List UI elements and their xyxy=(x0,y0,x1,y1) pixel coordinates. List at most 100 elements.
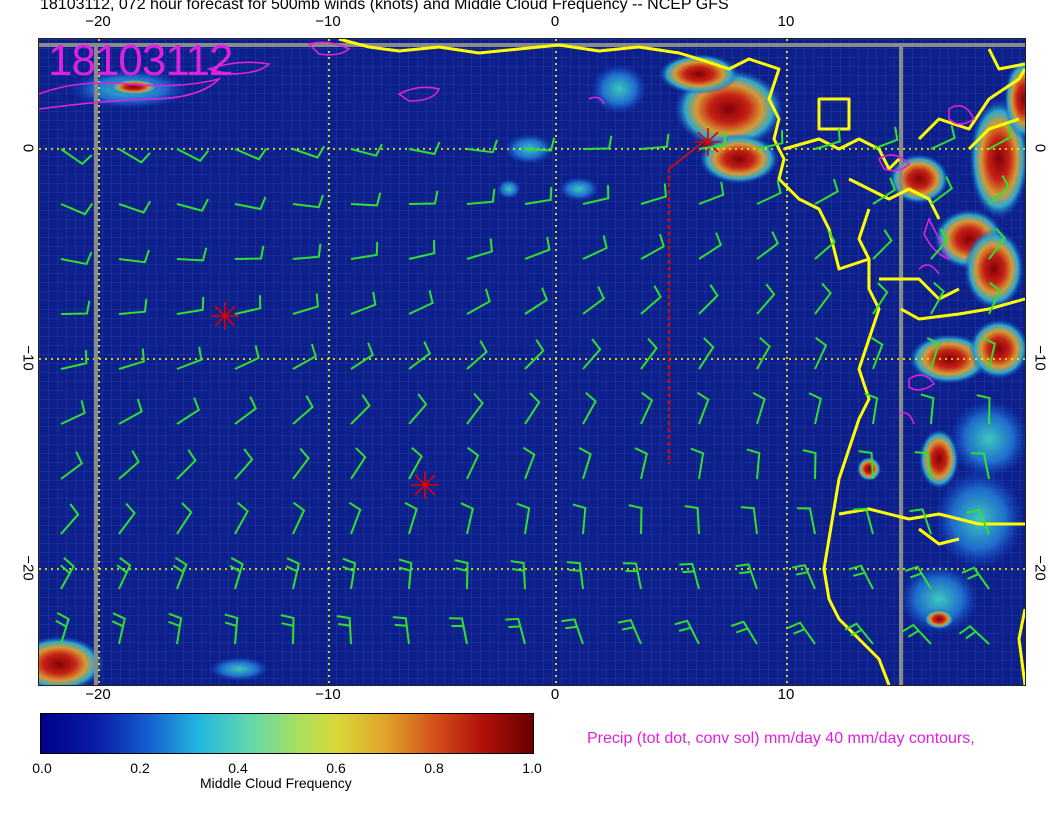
wind-barb-icon xyxy=(408,447,423,480)
wind-barb-icon xyxy=(740,506,758,535)
colorbar-tick: 1.0 xyxy=(522,760,542,776)
wind-barb-icon xyxy=(961,566,990,590)
wind-barb-icon xyxy=(60,503,80,535)
wind-barb-icon xyxy=(229,557,244,590)
wind-barb-icon xyxy=(524,186,553,205)
wind-barb-icon xyxy=(118,298,148,315)
wind-barb-icon xyxy=(914,451,932,480)
wind-barb-icon xyxy=(224,613,239,645)
wind-barb-icon xyxy=(735,563,758,590)
wind-barb-icon xyxy=(901,623,932,645)
lon-tick-top-0: 0 xyxy=(550,13,560,30)
wind-barb-icon xyxy=(392,616,410,645)
wind-barb-icon xyxy=(802,449,817,480)
wind-barb-icon xyxy=(698,181,725,205)
wind-barb-icon xyxy=(796,507,816,535)
wind-barb-icon xyxy=(814,282,832,315)
wind-barbs xyxy=(55,123,1013,645)
wind-barb-icon xyxy=(756,337,771,370)
wind-barb-icon xyxy=(292,293,319,315)
wind-barb-icon xyxy=(350,291,377,315)
wind-barb-icon xyxy=(350,394,371,425)
wind-barb-icon xyxy=(622,562,642,590)
wind-barb-icon xyxy=(756,231,780,260)
lon-tick-bottom-0: 0 xyxy=(550,686,560,703)
wind-barb-icon xyxy=(292,194,324,209)
wind-barb-icon xyxy=(408,393,428,425)
wind-barb-icon xyxy=(640,183,667,205)
wind-barb-icon xyxy=(814,230,836,260)
lon-tick-bottom-e10: 10 xyxy=(777,686,795,703)
wind-barb-icon xyxy=(342,557,357,590)
wind-barb-icon xyxy=(698,232,723,260)
wind-barb-icon xyxy=(640,391,654,425)
wind-barb-icon xyxy=(60,451,84,480)
wind-barb-icon xyxy=(988,123,1013,150)
precip-contours xyxy=(39,41,976,425)
wind-barb-icon xyxy=(292,343,317,370)
wind-barb-icon xyxy=(872,126,899,150)
wind-barb-icon xyxy=(524,137,556,152)
wind-barb-icon xyxy=(466,238,493,260)
lon-tick-bottom-w20: −20 xyxy=(85,686,111,703)
wind-barb-icon xyxy=(292,395,314,425)
wind-barb-icon xyxy=(116,556,132,590)
wind-barb-icon xyxy=(524,339,545,370)
lat-tick-left-s20: −20 xyxy=(19,555,37,581)
lat-tick-right-0: 0 xyxy=(1031,143,1049,153)
wind-barb-icon xyxy=(408,341,432,370)
wind-barb-icon xyxy=(466,139,498,154)
wind-barb-icon xyxy=(408,290,434,315)
wind-barb-icon xyxy=(522,446,536,480)
lon-tick-bottom-w10: −10 xyxy=(315,686,341,703)
wind-barb-icon xyxy=(698,284,719,315)
lat-tick-left-0: 0 xyxy=(19,143,37,153)
colorbar-tick: 0.4 xyxy=(228,760,248,776)
wind-barb-icon xyxy=(617,618,642,645)
wind-barb-icon xyxy=(348,501,362,535)
wind-barb-icon xyxy=(756,180,782,205)
colorbar-tick: 0.2 xyxy=(130,760,150,776)
wind-barb-icon xyxy=(408,190,439,205)
wind-barb-icon xyxy=(60,400,86,425)
wind-barb-icon xyxy=(516,502,531,535)
map-canvas xyxy=(39,39,1025,685)
wind-barb-icon xyxy=(679,562,700,590)
wind-barb-icon xyxy=(176,502,193,535)
wind-barb-icon xyxy=(408,240,436,260)
map-plot-area[interactable] xyxy=(38,38,1026,686)
star-marker-icon xyxy=(694,128,722,156)
wind-barb-icon xyxy=(118,200,152,214)
colorbar-title: Middle Cloud Frequency xyxy=(200,775,352,791)
wind-barb-icon xyxy=(926,337,940,370)
star-marker-icon xyxy=(211,302,239,330)
precip-note: Precip (tot dot, conv sol) mm/day 40 mm/… xyxy=(587,730,975,747)
wind-barb-icon xyxy=(234,345,260,370)
wind-barb-icon xyxy=(930,176,954,205)
wind-barb-icon xyxy=(234,396,258,425)
wind-barb-icon xyxy=(454,559,469,590)
wind-barb-icon xyxy=(582,185,610,205)
wind-barb-icon xyxy=(690,447,705,480)
wind-barb-icon xyxy=(756,130,784,150)
wind-barb-icon xyxy=(958,625,990,645)
wind-barb-icon xyxy=(60,350,88,370)
wind-barb-icon xyxy=(756,283,776,315)
wind-barb-icon xyxy=(280,614,295,645)
wind-barb-icon xyxy=(909,508,932,535)
wind-barb-icon xyxy=(234,245,265,260)
wind-barb-icon xyxy=(404,502,418,535)
wind-barb-icon xyxy=(505,617,526,645)
wind-barb-icon xyxy=(118,502,136,535)
wind-barb-icon xyxy=(350,241,379,260)
date-stamp: 18103112 xyxy=(48,36,233,85)
wind-barb-icon xyxy=(234,295,262,315)
wind-barb-icon xyxy=(582,338,602,370)
wind-barb-icon xyxy=(176,148,210,163)
wind-barb-icon xyxy=(872,229,893,260)
lon-tick-top-e10: 10 xyxy=(777,13,795,30)
wind-barb-icon xyxy=(350,143,383,157)
wind-barb-icon xyxy=(460,502,474,535)
wind-barb-icon xyxy=(640,233,665,260)
wind-barb-icon xyxy=(814,178,839,205)
